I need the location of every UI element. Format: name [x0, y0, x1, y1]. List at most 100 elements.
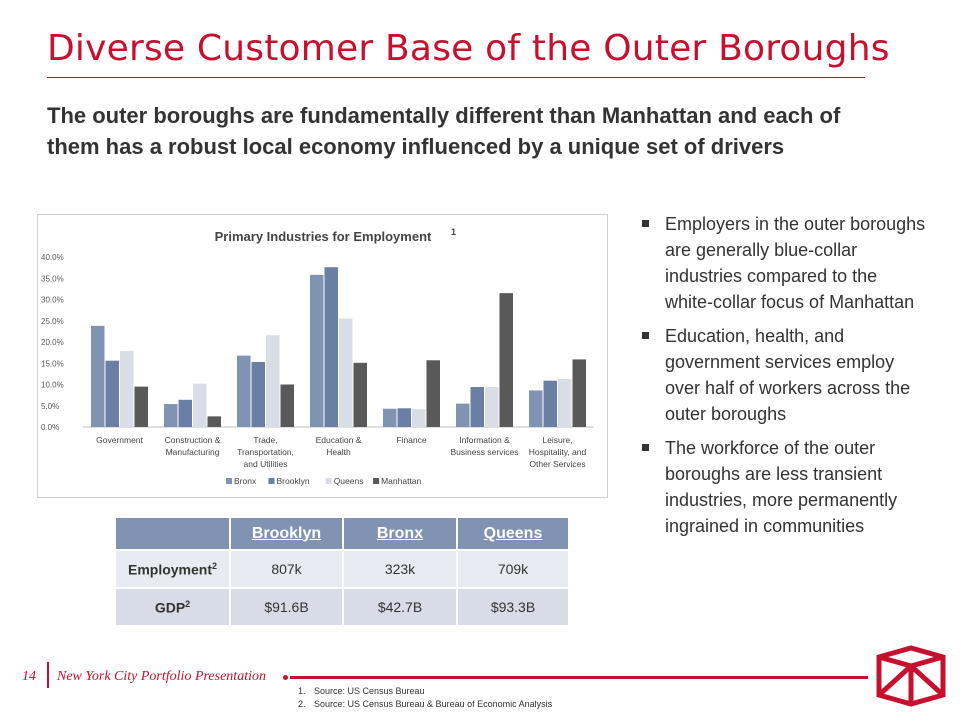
x-tick-label: Construction &: [165, 435, 221, 445]
chart-title-superscript: 1: [451, 227, 456, 237]
x-tick-label: Health: [326, 447, 351, 457]
page-number: 14: [22, 669, 36, 684]
table-cell: 807k: [231, 551, 342, 587]
y-tick-label: 0.0%: [41, 423, 59, 432]
chart-title: Primary Industries for Employment: [215, 229, 432, 244]
chart-bar: [237, 355, 251, 427]
legend-label: Bronx: [234, 476, 257, 486]
chart-bar: [485, 387, 499, 427]
legend-swatch: [268, 478, 275, 484]
table-cell: 709k: [458, 551, 568, 587]
title-divider: [47, 77, 865, 78]
company-cube-logo-icon: [876, 645, 946, 707]
legend-label: Queens: [334, 476, 364, 486]
table-cell: $91.6B: [231, 589, 342, 625]
deck-name: New York City Portfolio Presentation: [57, 669, 266, 684]
x-tick-label: Education &: [316, 435, 362, 445]
x-tick-label: Other Services: [529, 459, 585, 469]
employment-chart: Primary Industries for Employment 1 0.0% 5.…: [37, 214, 608, 498]
chart-bar: [310, 274, 324, 427]
y-tick-label: 10.0%: [41, 381, 64, 390]
chart-bar: [529, 390, 543, 427]
chart-bar: [470, 387, 484, 427]
table-cell: $93.3B: [458, 589, 568, 625]
footer-line-dot: [283, 675, 288, 680]
chart-bar: [397, 408, 411, 427]
legend-swatch: [325, 478, 332, 484]
chart-bar: [383, 408, 397, 427]
y-tick-label: 25.0%: [41, 317, 64, 326]
chart-bar: [266, 335, 280, 427]
chart-bar: [193, 383, 207, 427]
chart-canvas: Primary Industries for Employment 10.0%5.…: [41, 227, 594, 486]
chart-bar: [324, 267, 338, 427]
table-cell: 323k: [344, 551, 456, 587]
chart-bar: [207, 416, 221, 427]
row-label-employment: Employment2: [116, 551, 229, 587]
chart-bar: [353, 362, 367, 427]
borough-stats-table: Brooklyn Bronx Queens Employment2 807k 3…: [114, 516, 570, 627]
slide-title: Diverse Customer Base of the Outer Borou…: [47, 28, 890, 69]
y-tick-label: 5.0%: [41, 402, 59, 411]
table-header-row: Brooklyn Bronx Queens: [116, 518, 568, 549]
bullet-text: Employers in the outer boroughs are gene…: [665, 214, 926, 312]
chart-bar: [456, 403, 470, 427]
x-tick-label: Business services: [450, 447, 518, 457]
x-tick-label: Trade,: [253, 435, 277, 445]
x-tick-label: Leisure,: [542, 435, 572, 445]
bullet-text: Education, health, and government servic…: [665, 326, 911, 424]
chart-bar: [572, 359, 586, 427]
legend-label: Brooklyn: [277, 476, 310, 486]
y-tick-label: 30.0%: [41, 296, 64, 305]
legend-swatch: [373, 478, 380, 484]
y-tick-label: 20.0%: [41, 338, 64, 347]
footnote-2: 2. Source: US Census Bureau & Bureau of E…: [298, 699, 553, 709]
chart-bar: [178, 399, 192, 427]
bullet-item: Employers in the outer boroughs are gene…: [638, 211, 928, 315]
bullet-square-icon: [642, 444, 649, 451]
chart-bar: [426, 360, 440, 427]
chart-bar: [251, 361, 265, 427]
chart-bar: [339, 318, 353, 427]
bullet-square-icon: [642, 220, 649, 227]
table-row: Employment2 807k 323k 709k: [116, 551, 568, 587]
legend-label: Manhattan: [381, 476, 421, 486]
footer-divider: [290, 676, 868, 679]
bullet-item: Education, health, and government servic…: [638, 323, 928, 427]
table-corner-cell: [116, 518, 229, 549]
chart-bar: [120, 350, 134, 427]
x-tick-label: Government: [96, 435, 143, 445]
table-header-brooklyn: Brooklyn: [231, 518, 342, 549]
table-header-queens: Queens: [458, 518, 568, 549]
footnote-1: 1. Source: US Census Bureau: [298, 686, 425, 696]
chart-bar: [558, 378, 572, 427]
bullet-list: Employers in the outer boroughs are gene…: [638, 211, 928, 547]
chart-bar: [164, 404, 178, 427]
bullet-text: The workforce of the outer boroughs are …: [665, 438, 898, 536]
x-tick-label: Information &: [459, 435, 510, 445]
x-tick-label: Finance: [396, 435, 427, 445]
y-tick-label: 15.0%: [41, 359, 64, 368]
chart-bar: [105, 360, 119, 427]
x-tick-label: Hospitality, and: [529, 447, 587, 457]
x-tick-label: and Utilities: [244, 459, 288, 469]
x-tick-label: Manufacturing: [166, 447, 220, 457]
bullet-item: The workforce of the outer boroughs are …: [638, 435, 928, 539]
table-cell: $42.7B: [344, 589, 456, 625]
chart-bar: [280, 384, 294, 427]
bullet-square-icon: [642, 332, 649, 339]
slide-subtitle: The outer boroughs are fundamentally dif…: [47, 103, 841, 159]
legend-swatch: [226, 478, 232, 484]
footnotes: 1. Source: US Census Bureau 2. Source: US …: [298, 685, 552, 711]
table-row: GDP2 $91.6B $42.7B $93.3B: [116, 589, 568, 625]
y-tick-label: 40.0%: [41, 253, 64, 262]
chart-bar: [543, 380, 557, 427]
page-number-divider: [47, 662, 49, 688]
x-tick-label: Transportation,: [237, 447, 294, 457]
table-header-bronx: Bronx: [344, 518, 456, 549]
chart-bar: [499, 293, 513, 427]
chart-bar: [412, 409, 426, 427]
row-label-gdp: GDP2: [116, 589, 229, 625]
chart-bar: [134, 386, 148, 427]
y-tick-label: 35.0%: [41, 274, 64, 283]
